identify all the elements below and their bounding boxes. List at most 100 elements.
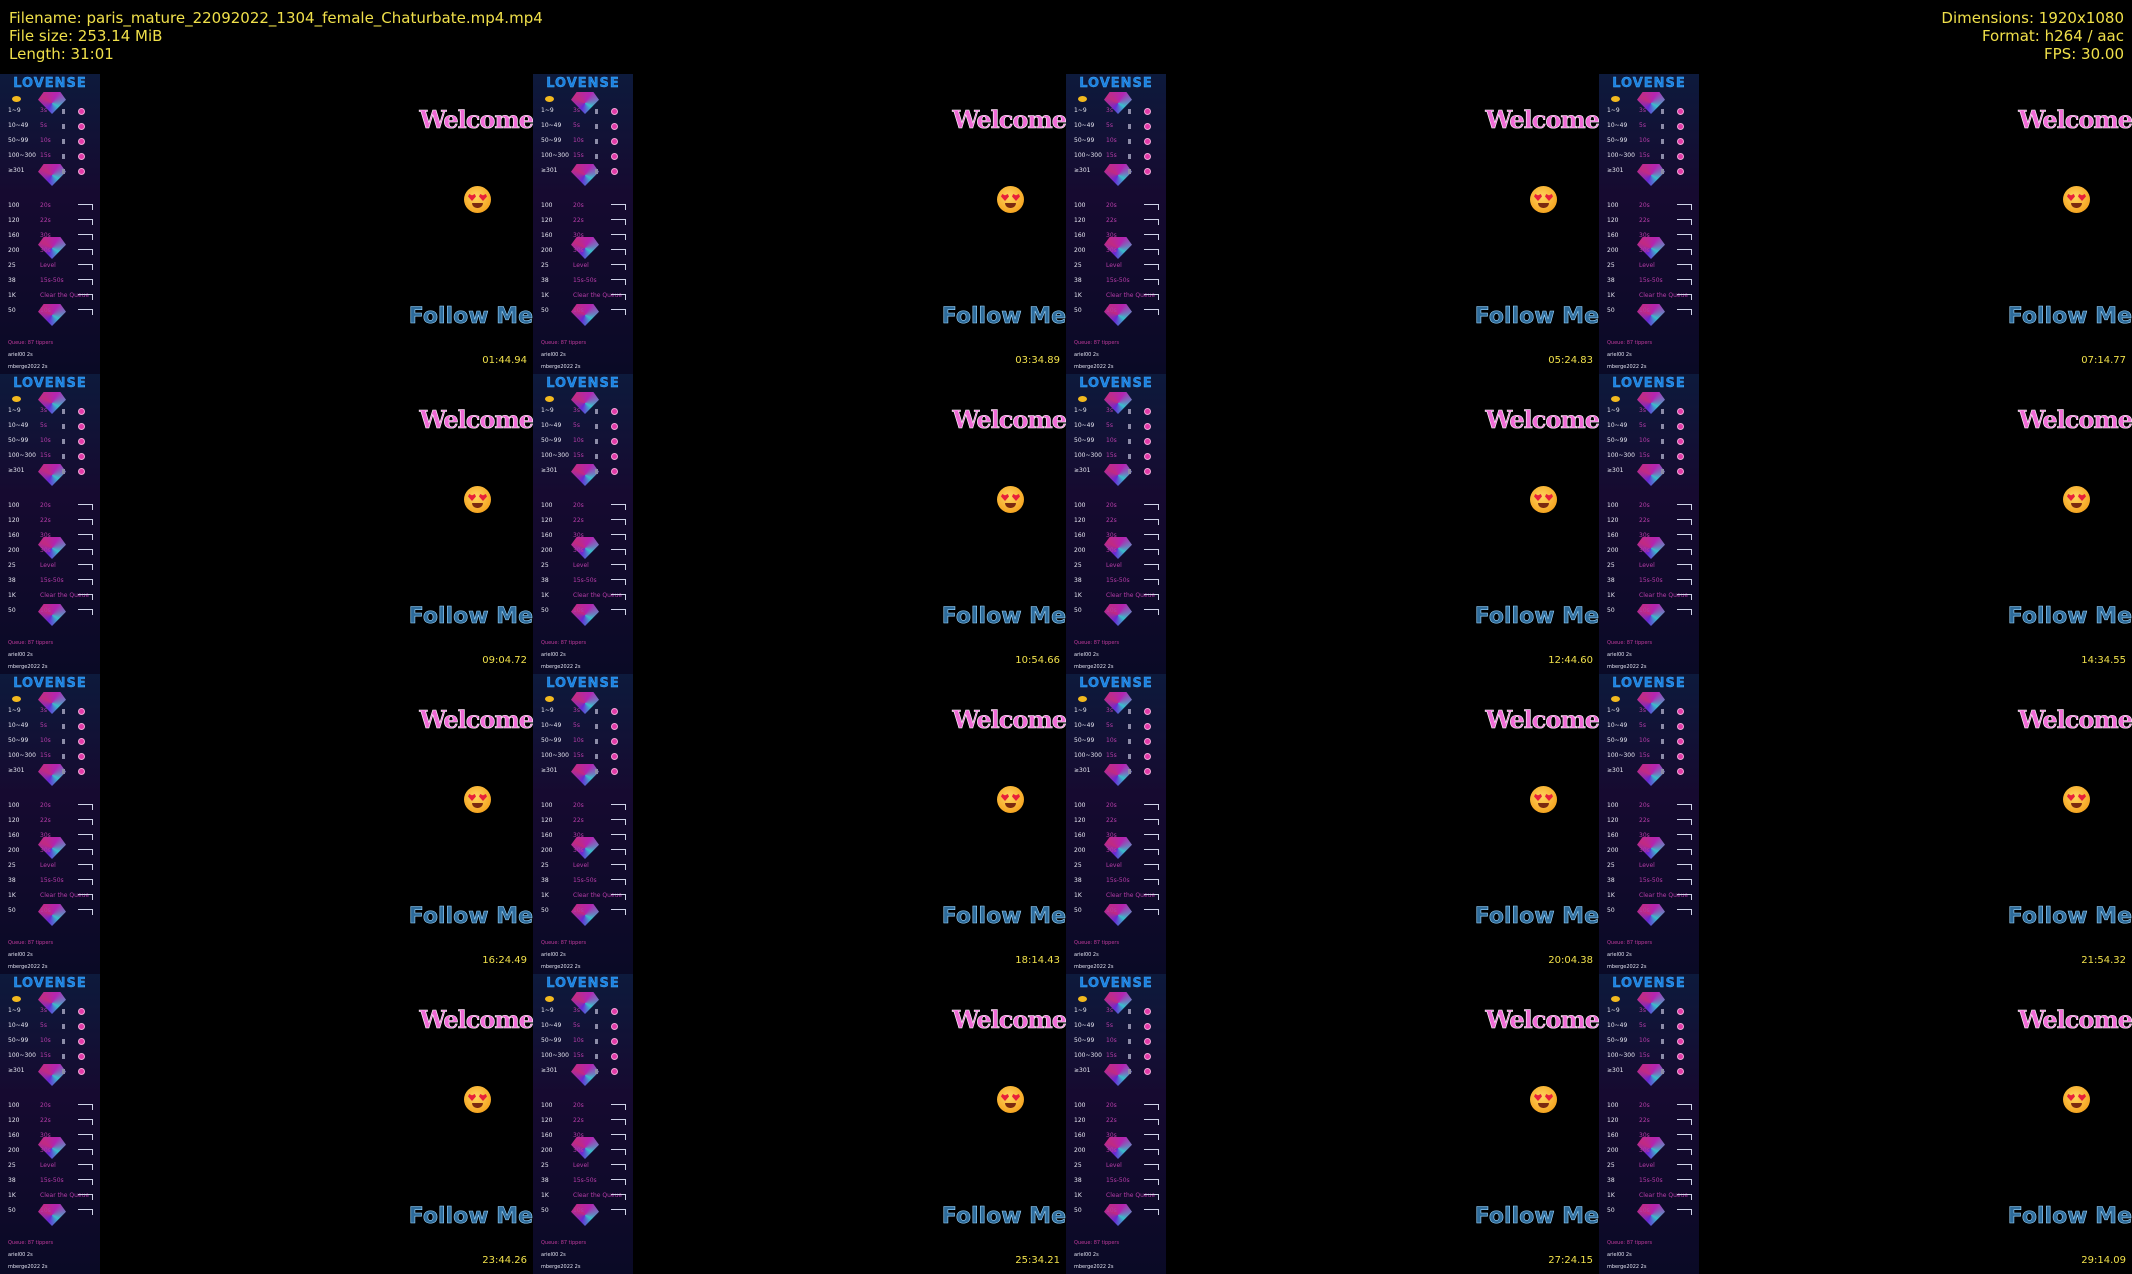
video-thumbnail[interactable]: LOVENSE 1~9 3s 10~49 5s 50~99 10s 100~300 15s ≥30… [1066, 74, 1599, 374]
special-command-row: 25 Level [541, 262, 631, 274]
video-thumbnail[interactable]: LOVENSE 1~9 3s 10~49 5s 50~99 10s 100~300 15s ≥30… [0, 374, 533, 674]
video-thumbnail[interactable]: LOVENSE 1~9 3s 10~49 5s 50~99 10s 100~300 15s ≥30… [1599, 374, 2132, 674]
pattern-wave-icon [1144, 549, 1159, 555]
video-thumbnail[interactable]: LOVENSE 1~9 3s 10~49 5s 50~99 10s 100~300 15s ≥30… [0, 674, 533, 974]
video-thumbnail[interactable]: LOVENSE 1~9 3s 10~49 5s 50~99 10s 100~300 15s ≥30… [533, 674, 1066, 974]
signal-bar-icon [595, 454, 598, 459]
lovense-tip-panel: LOVENSE 1~9 3s 10~49 5s 50~99 10s 100~300 15s ≥30… [1066, 74, 1166, 374]
video-thumbnail[interactable]: LOVENSE 1~9 3s 10~49 5s 50~99 10s 100~300 15s ≥30… [1066, 974, 1599, 1274]
tip-tier-row: ≥301 [1607, 467, 1697, 479]
special-duration: 15s-50s [573, 1177, 597, 1184]
queue-row: ariel00 2s [1074, 952, 1099, 958]
special-duration: Level [1639, 562, 1655, 569]
video-thumbnail[interactable]: LOVENSE 1~9 3s 10~49 5s 50~99 10s 100~300 15s ≥30… [1066, 374, 1599, 674]
special-duration: 10s [573, 1207, 584, 1214]
signal-bar-icon [595, 724, 598, 729]
tier-level: 50~99 [8, 737, 29, 744]
pattern-wave-icon [611, 309, 626, 315]
tier-duration: 5s [40, 722, 47, 729]
tip-tier-row: 1~9 3s [1074, 107, 1164, 119]
tier-duration: 3s [573, 1007, 580, 1014]
pattern-wave-icon [78, 504, 93, 510]
heart-eyes-emoji-icon [464, 786, 491, 813]
tier-level: 100~300 [541, 152, 569, 159]
signal-bar-icon [595, 1069, 598, 1074]
pattern-wave-icon [1144, 879, 1159, 885]
special-duration: 22s [1106, 217, 1117, 224]
special-duration: 10s [573, 307, 584, 314]
video-thumbnail[interactable]: LOVENSE 1~9 3s 10~49 5s 50~99 10s 100~300 15s ≥30… [1599, 74, 2132, 374]
special-duration: 22s [40, 1117, 51, 1124]
video-thumbnail[interactable]: LOVENSE 1~9 3s 10~49 5s 50~99 10s 100~300 15s ≥30… [533, 374, 1066, 674]
video-thumbnail[interactable]: LOVENSE 1~9 3s 10~49 5s 50~99 10s 100~300 15s ≥30… [1066, 674, 1599, 974]
tier-duration: 15s [1639, 152, 1650, 159]
special-duration: 10s [1106, 1207, 1117, 1214]
pattern-wave-icon [1144, 249, 1159, 255]
special-duration: 10s [573, 607, 584, 614]
follow-me-text: Follow Me [408, 604, 533, 630]
video-thumbnail[interactable]: LOVENSE 1~9 3s 10~49 5s 50~99 10s 100~300 15s ≥30… [533, 974, 1066, 1274]
pattern-wave-icon [1677, 1149, 1692, 1155]
video-thumbnail[interactable]: LOVENSE 1~9 3s 10~49 5s 50~99 10s 100~300 15s ≥30… [0, 974, 533, 1274]
tier-level: 50~99 [1074, 437, 1095, 444]
special-command-row: 160 30s [1074, 232, 1164, 244]
pattern-wave-icon [611, 879, 626, 885]
signal-bar-icon [595, 109, 598, 114]
video-thumbnail[interactable]: LOVENSE 1~9 3s 10~49 5s 50~99 10s 100~300 15s ≥30… [1599, 974, 2132, 1274]
pattern-wave-icon [1677, 879, 1692, 885]
tier-duration: 3s [1639, 1007, 1646, 1014]
special-command-row: 100 20s [1074, 202, 1164, 214]
special-duration: 20s [1639, 1102, 1650, 1109]
vibe-dot-icon [611, 1038, 618, 1045]
queue-label: Queue: 87 tippers [1074, 640, 1120, 646]
heart-eyes-emoji-icon [2063, 786, 2090, 813]
tier-level: 1~9 [541, 407, 554, 414]
tip-tier-row: 1~9 3s [541, 407, 631, 419]
tier-level: 50~99 [1607, 137, 1628, 144]
special-duration: 30s [1106, 832, 1117, 839]
special-command-row: 160 30s [541, 1132, 631, 1144]
tip-tier-row: 100~300 15s [541, 1052, 631, 1064]
tier-level: 100~300 [8, 1052, 36, 1059]
vibe-dot-icon [1677, 468, 1684, 475]
special-level: 50 [8, 607, 16, 614]
special-duration: Clear the Queue [40, 1192, 90, 1199]
follow-me-text: Follow Me [1474, 604, 1599, 630]
video-thumbnail[interactable]: LOVENSE 1~9 3s 10~49 5s 50~99 10s 100~300 15s ≥30… [1599, 674, 2132, 974]
special-level: 25 [8, 1162, 16, 1169]
tier-level: ≥301 [8, 767, 25, 774]
special-level: 120 [1074, 1117, 1086, 1124]
signal-bar-icon [595, 709, 598, 714]
tip-tier-row: 1~9 3s [1607, 407, 1697, 419]
pattern-wave-icon [1144, 579, 1159, 585]
tip-tier-row: 100~300 15s [1074, 752, 1164, 764]
special-level: 200 [1074, 247, 1086, 254]
special-level: 160 [1607, 232, 1619, 239]
special-level: 200 [8, 1147, 20, 1154]
queue-row: ariel00 2s [8, 1252, 33, 1258]
tier-duration: 15s [40, 152, 51, 159]
special-command-row: 160 30s [8, 232, 98, 244]
tier-duration: 10s [1106, 737, 1117, 744]
special-level: 1K [8, 892, 16, 899]
emoji-mouth [472, 503, 483, 508]
signal-bar-icon [595, 469, 598, 474]
video-thumbnail[interactable]: LOVENSE 1~9 3s 10~49 5s 50~99 10s 100~300 15s ≥30… [533, 74, 1066, 374]
special-command-row: 120 22s [1074, 817, 1164, 829]
pattern-wave-icon [1677, 834, 1692, 840]
queue-row: mberge2022 2s [8, 664, 48, 670]
tier-level: 10~49 [1607, 1022, 1628, 1029]
tier-duration: 15s [40, 1052, 51, 1059]
vibe-dot-icon [1144, 408, 1151, 415]
special-command-row: 200 30s [8, 847, 98, 859]
tier-level: 10~49 [1607, 122, 1628, 129]
tier-duration: 15s [573, 452, 584, 459]
video-thumbnail[interactable]: LOVENSE 1~9 3s 10~49 5s 50~99 10s 100~300 15s ≥30… [0, 74, 533, 374]
special-duration: 15s-50s [1639, 277, 1663, 284]
pattern-wave-icon [611, 594, 626, 600]
pattern-wave-icon [1144, 594, 1159, 600]
tier-level: 10~49 [541, 422, 562, 429]
pattern-wave-icon [1677, 204, 1692, 210]
signal-bar-icon [1661, 1069, 1664, 1074]
lovense-logo: LOVENSE [1079, 976, 1153, 991]
